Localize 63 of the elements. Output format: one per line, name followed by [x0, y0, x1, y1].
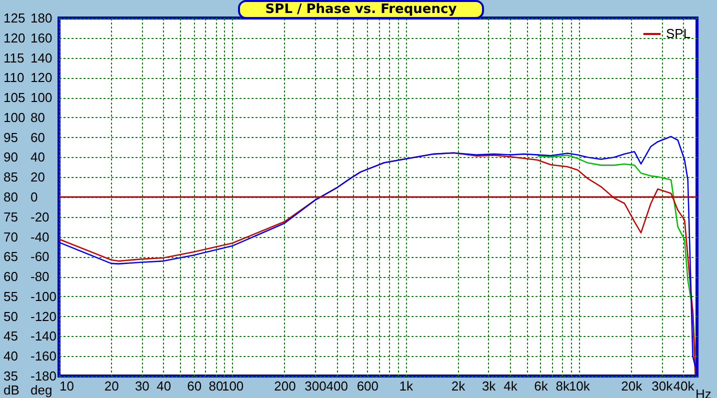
y-tick-label: 95: [4, 130, 18, 145]
y-tick-label: 90: [4, 150, 18, 165]
x-tick-label: 100: [222, 378, 244, 394]
x-tick-label: 3k: [482, 378, 496, 394]
y2-tick-label: -100: [30, 288, 57, 304]
chart-title: SPL / Phase vs. Frequency: [238, 0, 484, 19]
x-tick-label: 400: [326, 378, 348, 394]
y2-tick-label: 160: [30, 30, 52, 46]
y-tick-label: 35: [4, 368, 18, 384]
x-tick-label: 30k: [652, 378, 674, 394]
y2-tick-label: -80: [30, 269, 50, 284]
y-tick-label: 100: [4, 110, 26, 125]
y-tick-label: 40: [4, 348, 18, 364]
x-tick-label: 4k: [504, 378, 518, 394]
y-tick-label: 115: [4, 50, 24, 66]
y-tick-label: 80: [4, 190, 18, 204]
x-tick-label: 200: [274, 378, 296, 394]
y2-tick-label: 180: [30, 10, 52, 26]
y-tick-label: 110: [4, 70, 24, 86]
x-tick-label: 80: [208, 378, 224, 394]
y2-tick-label: 0: [30, 190, 38, 204]
y-axis-title: dB: [4, 382, 20, 398]
y-tick-label: 50: [4, 308, 18, 324]
y2-tick-label: 20: [30, 170, 45, 185]
y2-tick-label: -160: [30, 348, 57, 364]
x-tick-label: 20: [104, 378, 119, 394]
y2-tick-label: -40: [30, 229, 50, 244]
x-tick-label: 40k: [673, 378, 695, 394]
y-tick-label: 45: [4, 328, 18, 344]
y2-tick-label: -140: [30, 328, 57, 344]
y2-tick-label: 100: [30, 90, 52, 106]
y-tick-label: 70: [4, 229, 18, 244]
y-tick-label: 65: [4, 249, 18, 264]
x-tick-label: 300: [304, 378, 326, 394]
x-tick-label: 1k: [399, 378, 414, 394]
x-tick-label: 20k: [621, 378, 643, 394]
y-tick-label: 120: [4, 30, 26, 46]
x-tick-label: 60: [187, 378, 202, 394]
y-tick-label: 75: [4, 209, 18, 224]
x-tick-label: 2k: [451, 378, 466, 394]
x-tick-label: 30: [134, 378, 150, 394]
y2-tick-label: -60: [30, 249, 50, 264]
y2-tick-label: -180: [30, 368, 57, 384]
x-tick-label: 40: [156, 378, 172, 394]
x-tick-label: 10: [60, 378, 74, 394]
y-tick-label: 55: [4, 288, 18, 304]
y2-axis-title: deg: [30, 382, 52, 398]
y-tick-label: 60: [4, 269, 18, 284]
legend-label: SPL: [666, 26, 691, 41]
y2-tick-label: 60: [30, 130, 45, 145]
y2-tick-label: 40: [30, 150, 45, 165]
y2-tick-label: -20: [30, 209, 50, 224]
y-tick-label: 85: [4, 170, 18, 185]
y-tick-label: 105: [4, 90, 26, 106]
x-tick-label: 10k: [568, 378, 590, 394]
y2-tick-label: -120: [30, 308, 57, 324]
x-tick-label: 6k: [534, 378, 548, 394]
y2-tick-label: 120: [30, 70, 52, 86]
y-tick-label: 125: [4, 10, 26, 26]
y2-tick-label: 80: [30, 110, 45, 125]
x-tick-label: 8k: [556, 378, 570, 394]
y2-tick-label: 140: [30, 50, 52, 66]
x-tick-label: 600: [356, 378, 379, 394]
